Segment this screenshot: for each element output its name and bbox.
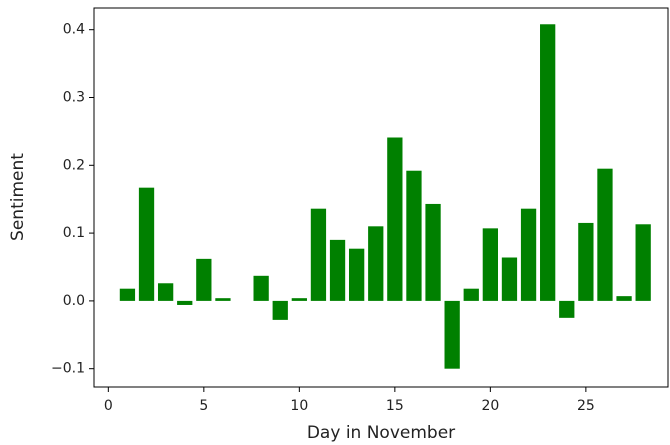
x-tick-label: 0 bbox=[104, 398, 113, 414]
bar bbox=[215, 298, 231, 301]
y-axis-label: Sentiment bbox=[8, 153, 28, 241]
bar bbox=[444, 300, 460, 369]
plot-frame bbox=[93, 7, 669, 388]
bar bbox=[329, 239, 346, 301]
bar bbox=[387, 137, 403, 301]
bar bbox=[157, 283, 174, 301]
bar bbox=[597, 168, 613, 301]
bar bbox=[368, 226, 384, 301]
x-tick-label: 15 bbox=[386, 398, 404, 414]
x-tick-label: 25 bbox=[577, 398, 595, 414]
bar bbox=[272, 300, 288, 320]
y-tick-label: 0.0 bbox=[63, 293, 85, 309]
y-tick-label: 0.2 bbox=[63, 157, 85, 173]
bar bbox=[291, 298, 307, 301]
y-tick-label: 0.4 bbox=[63, 22, 85, 38]
x-tick-label: 5 bbox=[199, 398, 208, 414]
bar bbox=[196, 258, 212, 301]
bar bbox=[635, 224, 651, 301]
bar bbox=[253, 275, 269, 301]
bar bbox=[310, 208, 327, 301]
x-tick-label: 20 bbox=[481, 398, 499, 414]
bar bbox=[463, 288, 479, 301]
x-tick-label: 10 bbox=[290, 398, 308, 414]
bar bbox=[177, 300, 193, 305]
y-tick-label: 0.3 bbox=[63, 89, 85, 105]
bar bbox=[138, 187, 155, 301]
bar bbox=[482, 228, 498, 301]
bar bbox=[616, 296, 632, 301]
y-tick-label: −0.1 bbox=[51, 361, 85, 377]
bar bbox=[520, 208, 537, 301]
bar bbox=[425, 203, 441, 301]
bar bbox=[540, 24, 556, 301]
y-tick-label: 0.1 bbox=[63, 225, 85, 241]
bar bbox=[578, 222, 594, 301]
bar bbox=[406, 170, 422, 301]
bar bbox=[349, 248, 365, 301]
x-axis-label: Day in November bbox=[307, 423, 455, 443]
bar bbox=[501, 257, 518, 301]
bar bbox=[119, 288, 136, 301]
bar bbox=[559, 300, 575, 318]
